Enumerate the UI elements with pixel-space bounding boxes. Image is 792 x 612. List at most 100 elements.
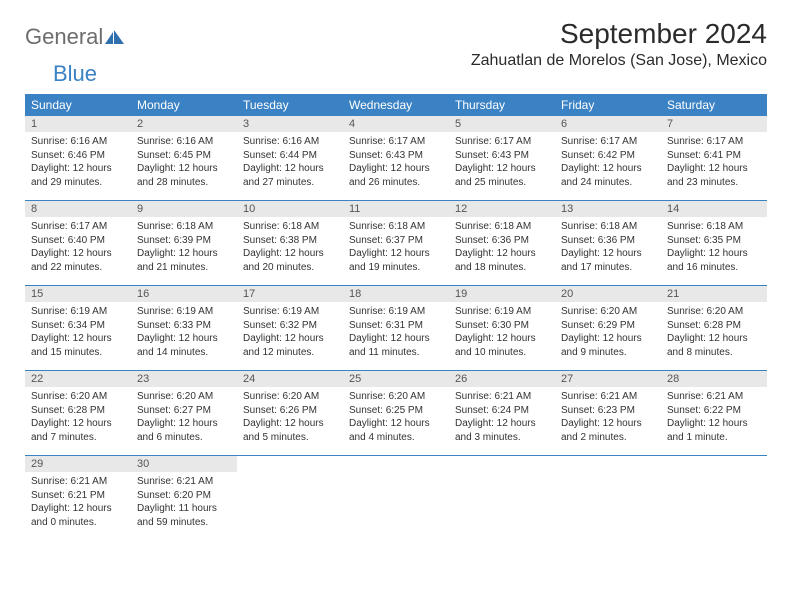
day-line: Sunrise: 6:19 AM — [243, 305, 337, 319]
day-header: Saturday — [661, 94, 767, 116]
day-line: and 12 minutes. — [243, 346, 337, 360]
day-number: 18 — [343, 286, 449, 302]
day-line: Daylight: 12 hours — [137, 417, 231, 431]
day-line: Sunset: 6:36 PM — [455, 234, 549, 248]
logo: General Blue — [25, 26, 125, 86]
day-line: Sunset: 6:28 PM — [31, 404, 125, 418]
day-body: Sunrise: 6:19 AMSunset: 6:32 PMDaylight:… — [237, 302, 343, 363]
day-number: 17 — [237, 286, 343, 302]
day-number: 2 — [131, 116, 237, 132]
day-line: Sunrise: 6:17 AM — [349, 135, 443, 149]
day-number: 20 — [555, 286, 661, 302]
day-line: and 27 minutes. — [243, 176, 337, 190]
day-line: Sunset: 6:34 PM — [31, 319, 125, 333]
month-title: September 2024 — [471, 18, 767, 50]
day-body: Sunrise: 6:20 AMSunset: 6:26 PMDaylight:… — [237, 387, 343, 448]
day-header: Thursday — [449, 94, 555, 116]
day-body: Sunrise: 6:16 AMSunset: 6:45 PMDaylight:… — [131, 132, 237, 193]
day-line: Daylight: 12 hours — [667, 417, 761, 431]
day-line: Sunrise: 6:17 AM — [561, 135, 655, 149]
day-header: Sunday — [25, 94, 131, 116]
day-body: Sunrise: 6:18 AMSunset: 6:39 PMDaylight:… — [131, 217, 237, 278]
day-line: and 59 minutes. — [137, 516, 231, 530]
day-body: Sunrise: 6:17 AMSunset: 6:43 PMDaylight:… — [343, 132, 449, 193]
day-number: 28 — [661, 371, 767, 387]
day-body: Sunrise: 6:18 AMSunset: 6:37 PMDaylight:… — [343, 217, 449, 278]
day-line: Sunset: 6:45 PM — [137, 149, 231, 163]
day-line: Sunrise: 6:19 AM — [455, 305, 549, 319]
day-line: Daylight: 11 hours — [137, 502, 231, 516]
day-line: Sunrise: 6:18 AM — [667, 220, 761, 234]
day-line: Daylight: 12 hours — [561, 417, 655, 431]
empty-cell — [449, 456, 555, 540]
day-line: Sunset: 6:38 PM — [243, 234, 337, 248]
day-line: Sunset: 6:39 PM — [137, 234, 231, 248]
day-line: Daylight: 12 hours — [455, 332, 549, 346]
day-line: Daylight: 12 hours — [31, 162, 125, 176]
day-body: Sunrise: 6:17 AMSunset: 6:41 PMDaylight:… — [661, 132, 767, 193]
day-line: Sunrise: 6:16 AM — [243, 135, 337, 149]
day-line: Sunset: 6:26 PM — [243, 404, 337, 418]
day-line: Sunset: 6:43 PM — [455, 149, 549, 163]
day-number: 5 — [449, 116, 555, 132]
day-body: Sunrise: 6:20 AMSunset: 6:28 PMDaylight:… — [661, 302, 767, 363]
day-cell: 25Sunrise: 6:20 AMSunset: 6:25 PMDayligh… — [343, 371, 449, 455]
day-cell: 27 Sunrise: 6:21 AMSunset: 6:23 PMDayligh… — [555, 371, 661, 455]
day-line: Sunset: 6:21 PM — [31, 489, 125, 503]
day-line: and 11 minutes. — [349, 346, 443, 360]
day-body: Sunrise: 6:20 AMSunset: 6:28 PMDaylight:… — [25, 387, 131, 448]
day-line: and 21 minutes. — [137, 261, 231, 275]
day-cell: 2Sunrise: 6:16 AMSunset: 6:45 PMDaylight… — [131, 116, 237, 200]
day-body: Sunrise: 6:16 AMSunset: 6:44 PMDaylight:… — [237, 132, 343, 193]
day-line: Daylight: 12 hours — [455, 417, 549, 431]
day-line: and 23 minutes. — [667, 176, 761, 190]
day-line: Daylight: 12 hours — [31, 417, 125, 431]
day-line: Sunset: 6:23 PM — [561, 404, 655, 418]
calendar: SundayMondayTuesdayWednesdayThursdayFrid… — [25, 94, 767, 540]
day-cell: 20Sunrise: 6:20 AMSunset: 6:29 PMDayligh… — [555, 286, 661, 370]
day-number: 23 — [131, 371, 237, 387]
day-line: Daylight: 12 hours — [667, 247, 761, 261]
day-line: Daylight: 12 hours — [561, 247, 655, 261]
day-body: Sunrise: 6:19 AMSunset: 6:31 PMDaylight:… — [343, 302, 449, 363]
day-cell: 11Sunrise: 6:18 AMSunset: 6:37 PMDayligh… — [343, 201, 449, 285]
day-line: and 8 minutes. — [667, 346, 761, 360]
day-cell: 12Sunrise: 6:18 AMSunset: 6:36 PMDayligh… — [449, 201, 555, 285]
day-line: Sunset: 6:20 PM — [137, 489, 231, 503]
day-line: Sunset: 6:27 PM — [137, 404, 231, 418]
day-number: 27 — [555, 371, 661, 387]
day-body: Sunrise: 6:20 AMSunset: 6:27 PMDaylight:… — [131, 387, 237, 448]
day-header: Wednesday — [343, 94, 449, 116]
day-number: 22 — [25, 371, 131, 387]
day-header-row: SundayMondayTuesdayWednesdayThursdayFrid… — [25, 94, 767, 116]
day-line: and 14 minutes. — [137, 346, 231, 360]
day-line: Sunrise: 6:21 AM — [137, 475, 231, 489]
day-line: Sunrise: 6:18 AM — [561, 220, 655, 234]
day-line: Daylight: 12 hours — [667, 332, 761, 346]
day-cell: 28Sunrise: 6:21 AMSunset: 6:22 PMDayligh… — [661, 371, 767, 455]
day-line: Sunrise: 6:19 AM — [31, 305, 125, 319]
day-cell: 19Sunrise: 6:19 AMSunset: 6:30 PMDayligh… — [449, 286, 555, 370]
day-line: Sunrise: 6:21 AM — [561, 390, 655, 404]
day-body: Sunrise: 6:17 AMSunset: 6:43 PMDaylight:… — [449, 132, 555, 193]
day-line: Daylight: 12 hours — [349, 247, 443, 261]
day-number: 11 — [343, 201, 449, 217]
day-body: Sunrise: 6:21 AMSunset: 6:22 PMDaylight:… — [661, 387, 767, 448]
day-line: and 19 minutes. — [349, 261, 443, 275]
day-line: Sunrise: 6:20 AM — [561, 305, 655, 319]
day-line: Sunrise: 6:16 AM — [31, 135, 125, 149]
day-line: Daylight: 12 hours — [31, 332, 125, 346]
day-body: Sunrise: 6:16 AMSunset: 6:46 PMDaylight:… — [25, 132, 131, 193]
header: General Blue September 2024 Zahuatlan de… — [25, 18, 767, 86]
day-line: Daylight: 12 hours — [349, 417, 443, 431]
day-body: Sunrise: 6:19 AMSunset: 6:33 PMDaylight:… — [131, 302, 237, 363]
day-line: and 16 minutes. — [667, 261, 761, 275]
logo-word-blue: Blue — [53, 61, 97, 86]
day-number: 7 — [661, 116, 767, 132]
day-number: 26 — [449, 371, 555, 387]
day-line: and 18 minutes. — [455, 261, 549, 275]
day-line: Sunset: 6:32 PM — [243, 319, 337, 333]
day-line: and 22 minutes. — [31, 261, 125, 275]
day-cell: 14Sunrise: 6:18 AMSunset: 6:35 PMDayligh… — [661, 201, 767, 285]
day-number: 19 — [449, 286, 555, 302]
